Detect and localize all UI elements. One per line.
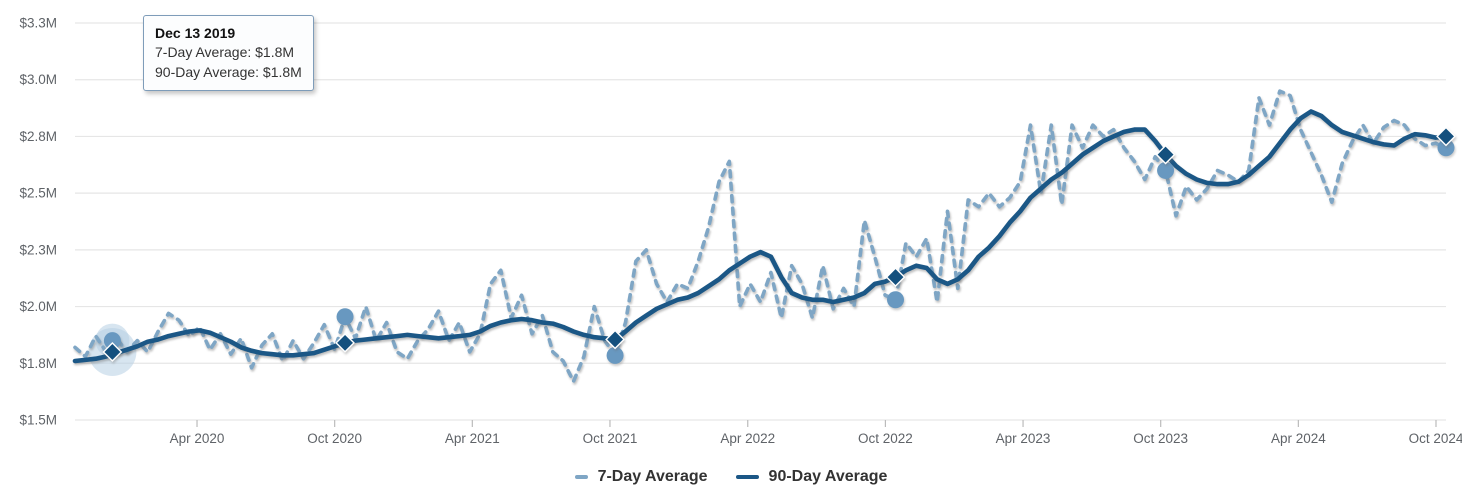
tooltip-90day-value: 90-Day Average: $1.8M: [155, 63, 302, 80]
y-axis-label: $2.5M: [19, 186, 57, 201]
x-axis-label: Oct 2023: [1133, 431, 1188, 446]
y-axis-label: $3.0M: [19, 72, 57, 87]
x-axis-label: Oct 2020: [307, 431, 362, 446]
legend-item-7day-average[interactable]: 7-Day Average: [574, 468, 708, 486]
series-90day-line[interactable]: [72, 109, 1449, 364]
x-axis-label: Apr 2024: [1271, 431, 1326, 446]
x-axis-label: Apr 2023: [996, 431, 1051, 446]
legend-label-7day: 7-Day Average: [597, 468, 708, 485]
marker-7day-circle[interactable]: [887, 291, 905, 309]
marker-7day-circle[interactable]: [1157, 161, 1175, 179]
legend-label-90day: 90-Day Average: [768, 468, 888, 485]
y-axis-label: $2.3M: [19, 242, 57, 257]
y-axis-label: $2.8M: [19, 129, 57, 144]
marker-90day-diamond[interactable]: [1436, 126, 1456, 147]
x-axis-label: Oct 2021: [583, 431, 638, 446]
y-axis-label: $2.0M: [19, 299, 57, 314]
x-axis-label: Oct 2022: [858, 431, 913, 446]
marker-7day-circle[interactable]: [606, 346, 624, 364]
marker-90day-diamond[interactable]: [605, 329, 625, 350]
tooltip-date: Dec 13 2019: [155, 25, 236, 41]
y-axis-label: $1.5M: [19, 413, 57, 428]
legend: 7-Day Average 90-Day Average: [0, 464, 1462, 490]
marker-90day-diamond[interactable]: [102, 342, 123, 362]
y-axis-label: $3.3M: [19, 16, 57, 31]
x-axis-label: Apr 2020: [170, 431, 225, 446]
x-axis-label: Apr 2021: [445, 431, 500, 446]
legend-item-90day-average[interactable]: 90-Day Average: [735, 468, 888, 486]
marker-90day-diamond[interactable]: [1155, 144, 1176, 165]
legend-swatch-90day-icon: [735, 474, 759, 480]
marker-7day-circle[interactable]: [103, 332, 121, 350]
y-axis-label: $1.8M: [19, 356, 57, 371]
x-axis-label: Apr 2022: [720, 431, 775, 446]
marker-7day-circle[interactable]: [336, 308, 354, 326]
legend-swatch-7day-icon: [574, 474, 588, 480]
marker-90day-diamond[interactable]: [885, 267, 906, 287]
marker-90day-diamond[interactable]: [335, 332, 355, 353]
series-7day-line[interactable]: [73, 89, 1448, 384]
marker-7day-circle[interactable]: [1437, 139, 1455, 157]
tooltip: Dec 13 2019 7-Day Average: $1.8M 90-Day …: [143, 15, 314, 91]
tooltip-7day-value: 7-Day Average: $1.8M: [155, 44, 295, 61]
x-axis-label: Oct 2024: [1409, 431, 1462, 446]
